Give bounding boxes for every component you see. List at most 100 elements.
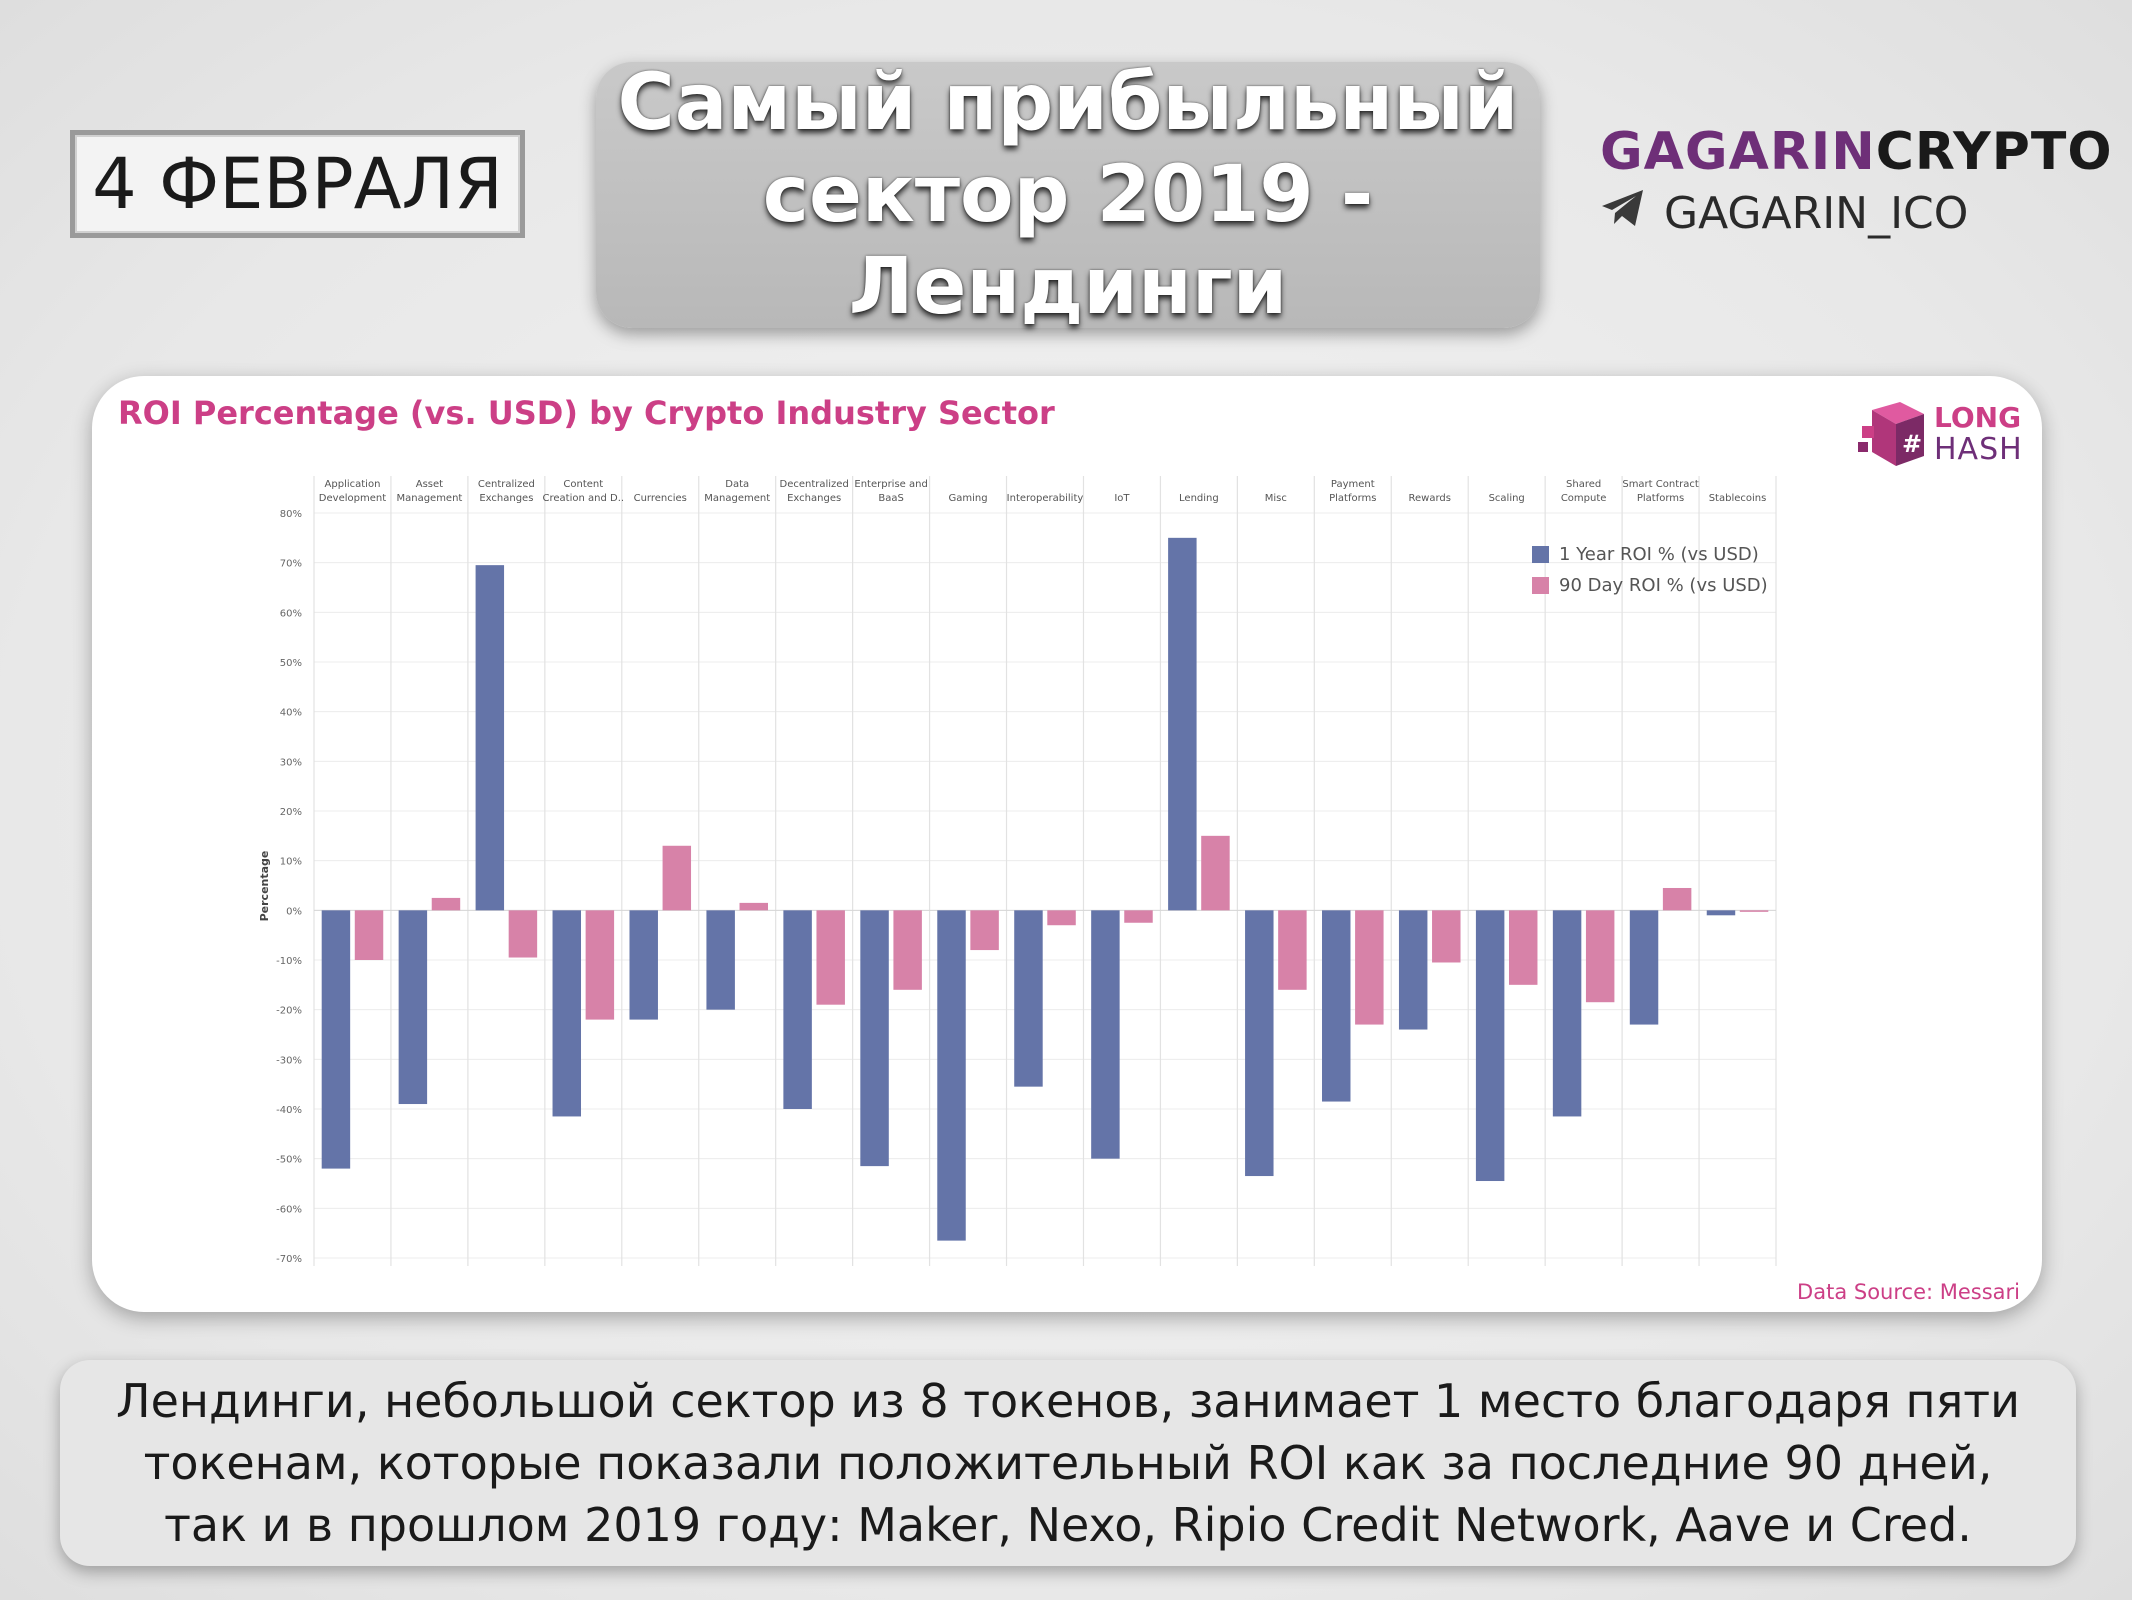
- bar-1year: [552, 910, 582, 1117]
- y-tick-label: -20%: [276, 1006, 302, 1017]
- bar-1year: [398, 910, 428, 1105]
- bar-90day: [1739, 910, 1769, 912]
- y-tick-label: 70%: [280, 559, 302, 570]
- brand-block: GAGARINCRYPTO GAGARIN_ICO: [1600, 122, 2113, 239]
- y-tick-label: 30%: [280, 757, 302, 768]
- x-category-label: Decentralized: [780, 479, 849, 490]
- x-category-label: Misc: [1265, 493, 1287, 504]
- bar-1year: [475, 565, 505, 911]
- brand-name-part1: GAGARIN: [1600, 122, 1876, 182]
- bar-1year: [937, 910, 966, 1241]
- x-category-label: Interoperability: [1007, 493, 1084, 504]
- telegram-icon: [1600, 188, 1646, 239]
- caption-line-3: так и в прошлом 2019 году: Maker, Nexo, …: [164, 1498, 1972, 1552]
- y-tick-label: 0%: [286, 906, 302, 917]
- bar-1year: [1475, 910, 1505, 1182]
- svg-text:#: #: [1902, 430, 1922, 458]
- bar-90day: [1355, 910, 1384, 1025]
- date-label: 4 ФЕВРАЛЯ: [70, 130, 525, 238]
- bar-90day: [585, 910, 615, 1020]
- x-category-label: Smart Contract: [1622, 479, 1699, 490]
- bar-1year: [1398, 910, 1428, 1030]
- bar-1year: [1629, 910, 1659, 1025]
- title-line-2: сектор 2019 - Лендинги: [762, 150, 1374, 332]
- page-title: Самый прибыльный сектор 2019 - Лендинги: [596, 57, 1540, 333]
- x-category-label: Payment: [1331, 479, 1375, 490]
- y-tick-label: 40%: [280, 708, 302, 719]
- title-line-1: Самый прибыльный: [617, 58, 1519, 148]
- x-category-label: Data: [725, 479, 749, 490]
- x-category-label: Rewards: [1409, 493, 1451, 504]
- x-category-label: Exchanges: [479, 493, 533, 504]
- x-category-label: Platforms: [1637, 493, 1684, 504]
- y-tick-label: -10%: [276, 956, 302, 967]
- x-category-label: Management: [704, 493, 770, 504]
- x-category-label: Centralized: [478, 479, 535, 490]
- x-category-label: Creation and D..: [543, 493, 625, 504]
- chart-title: ROI Percentage (vs. USD) by Crypto Indus…: [118, 394, 1055, 432]
- x-category-label: Currencies: [634, 493, 687, 504]
- brand-name: GAGARINCRYPTO: [1600, 122, 2113, 182]
- x-category-label: BaaS: [878, 493, 903, 504]
- bar-1year: [321, 910, 351, 1169]
- bar-90day: [1585, 910, 1615, 1003]
- y-tick-label: 60%: [280, 608, 302, 619]
- bar-1year: [1706, 910, 1736, 916]
- x-category-label: Asset: [416, 479, 443, 490]
- legend-swatch: [1532, 577, 1549, 594]
- longhash-long: LONG: [1934, 401, 2022, 434]
- legend-label: 90 Day ROI % (vs USD): [1559, 575, 1768, 596]
- x-category-label: Scaling: [1489, 493, 1525, 504]
- bar-1year: [706, 910, 735, 1010]
- y-tick-label: 10%: [280, 857, 302, 868]
- x-category-label: Shared: [1566, 479, 1601, 490]
- brand-handle: GAGARIN_ICO: [1664, 188, 1969, 239]
- bar-1year: [629, 910, 658, 1020]
- bar-90day: [970, 910, 999, 951]
- bar-90day: [1047, 910, 1076, 926]
- brand-name-part2: CRYPTO: [1875, 122, 2113, 182]
- x-category-label: Development: [319, 493, 386, 504]
- longhash-hash: HASH: [1934, 432, 2023, 467]
- x-category-label: Platforms: [1329, 493, 1376, 504]
- x-category-label: Application: [325, 479, 381, 490]
- y-tick-label: -70%: [276, 1254, 302, 1265]
- brand-handle-row: GAGARIN_ICO: [1600, 188, 2113, 239]
- y-tick-label: -50%: [276, 1155, 302, 1166]
- bar-1year: [1552, 910, 1582, 1117]
- legend-swatch: [1532, 546, 1549, 563]
- x-category-label: Exchanges: [787, 493, 841, 504]
- bar-90day: [739, 902, 768, 911]
- bar-90day: [662, 845, 692, 911]
- x-category-label: Content: [563, 479, 603, 490]
- x-category-label: Stablecoins: [1709, 493, 1767, 504]
- bar-90day: [893, 910, 922, 990]
- bar-90day: [1432, 910, 1461, 963]
- bar-1year: [1245, 910, 1274, 1177]
- x-category-label: Enterprise and: [854, 479, 927, 490]
- caption-text: Лендинги, небольшой сектор из 8 токенов,…: [78, 1370, 2058, 1556]
- longhash-cube-icon: #: [1858, 402, 1924, 466]
- x-category-label: Management: [396, 493, 462, 504]
- bar-1year: [783, 910, 812, 1109]
- y-tick-label: 50%: [280, 658, 302, 669]
- bar-90day: [431, 897, 461, 911]
- caption-line-2: токенам, которые показали положительный …: [143, 1436, 1993, 1490]
- y-tick-label: 20%: [280, 807, 302, 818]
- y-tick-label: -40%: [276, 1105, 302, 1116]
- date-text: 4 ФЕВРАЛЯ: [92, 143, 503, 225]
- bar-1year: [1168, 537, 1197, 911]
- bar-90day: [816, 910, 845, 1005]
- bar-1year: [1322, 910, 1351, 1102]
- data-source: Data Source: Messari: [1797, 1280, 2020, 1304]
- x-category-label: Lending: [1179, 493, 1219, 504]
- y-tick-label: -60%: [276, 1204, 302, 1215]
- longhash-wordmark: LONG HASH: [1934, 402, 2023, 466]
- y-axis-title: Percentage: [258, 851, 271, 922]
- chart-card: ROI Percentage (vs. USD) by Crypto Indus…: [92, 376, 2042, 1312]
- bar-90day: [354, 910, 384, 960]
- x-category-label: IoT: [1114, 493, 1130, 504]
- bar-90day: [1278, 910, 1307, 990]
- caption-line-1: Лендинги, небольшой сектор из 8 токенов,…: [116, 1374, 2020, 1428]
- bar-chart: 80% 70% 60% 50% 40% 30% 20% 10% 0% -10% -20% -30% -4…: [258, 476, 1777, 1266]
